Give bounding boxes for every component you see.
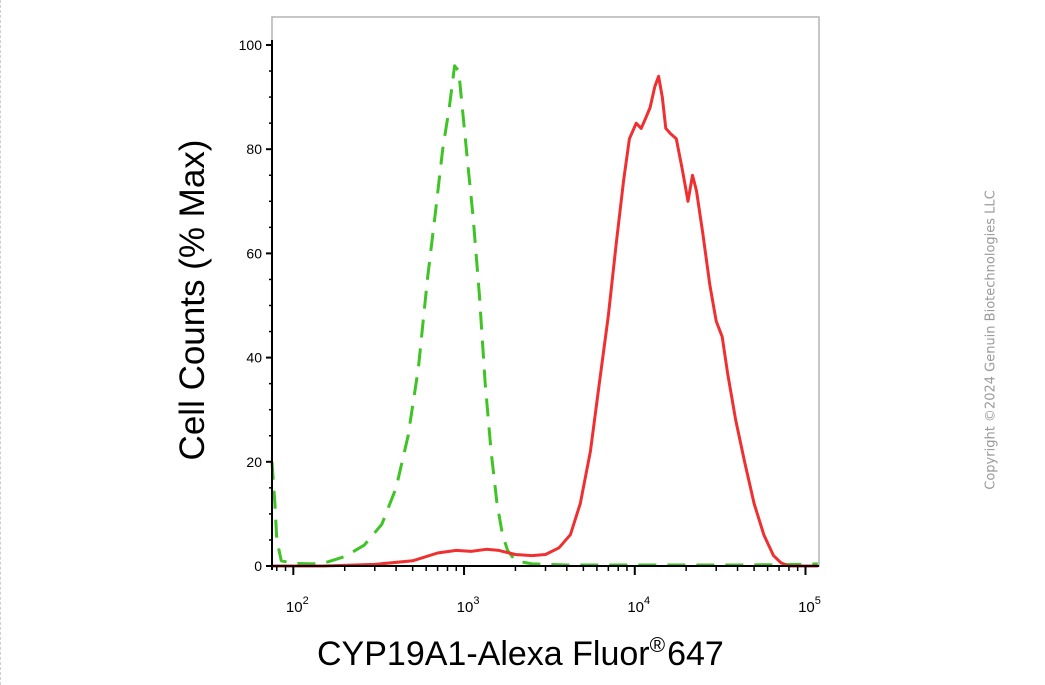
y-tick-label-80: 80 xyxy=(246,141,262,157)
x-tick-label-10000: 104 xyxy=(627,595,650,616)
series-line-0 xyxy=(270,64,818,567)
y-tick-layer: 0 20 40 60 80 100 xyxy=(239,37,272,574)
plot-frame xyxy=(271,16,820,567)
y-tick-label-0: 0 xyxy=(254,558,262,574)
x-tick-label-100000: 105 xyxy=(798,595,821,616)
axis-layer xyxy=(268,40,819,570)
x-tick-base: 10 xyxy=(798,599,815,616)
x-tick-exponent: 5 xyxy=(815,595,821,607)
copyright-watermark: Copyright ©2024 Genuin Biotechnologies L… xyxy=(983,190,999,490)
x-axis-label: CYP19A1-Alexa Fluor®647 xyxy=(317,634,724,673)
x-axis-label-registered: ® xyxy=(650,634,666,657)
y-axis-label: Cell Counts (% Max) xyxy=(173,140,212,461)
x-tick-base: 10 xyxy=(457,599,474,616)
x-tick-label-1000: 103 xyxy=(457,595,480,616)
page-left-border xyxy=(0,0,1,685)
y-tick-label-40: 40 xyxy=(246,350,262,366)
y-tick-label-100: 100 xyxy=(239,37,263,53)
x-tick-exponent: 2 xyxy=(303,595,309,607)
y-tick-label-20: 20 xyxy=(246,454,262,470)
series-layer xyxy=(270,64,818,568)
series-line-1 xyxy=(272,74,818,568)
x-tick-exponent: 4 xyxy=(644,595,650,607)
x-tick-layer: 102 103 104 105 xyxy=(276,566,821,616)
x-axis-label-suffix: 647 xyxy=(667,635,724,673)
x-axis-label-main: CYP19A1-Alexa Fluor xyxy=(317,635,650,673)
x-tick-base: 10 xyxy=(627,599,644,616)
x-tick-exponent: 3 xyxy=(473,595,479,607)
x-tick-label-100: 102 xyxy=(286,595,309,616)
x-tick-base: 10 xyxy=(286,599,303,616)
y-tick-label-60: 60 xyxy=(246,245,262,261)
